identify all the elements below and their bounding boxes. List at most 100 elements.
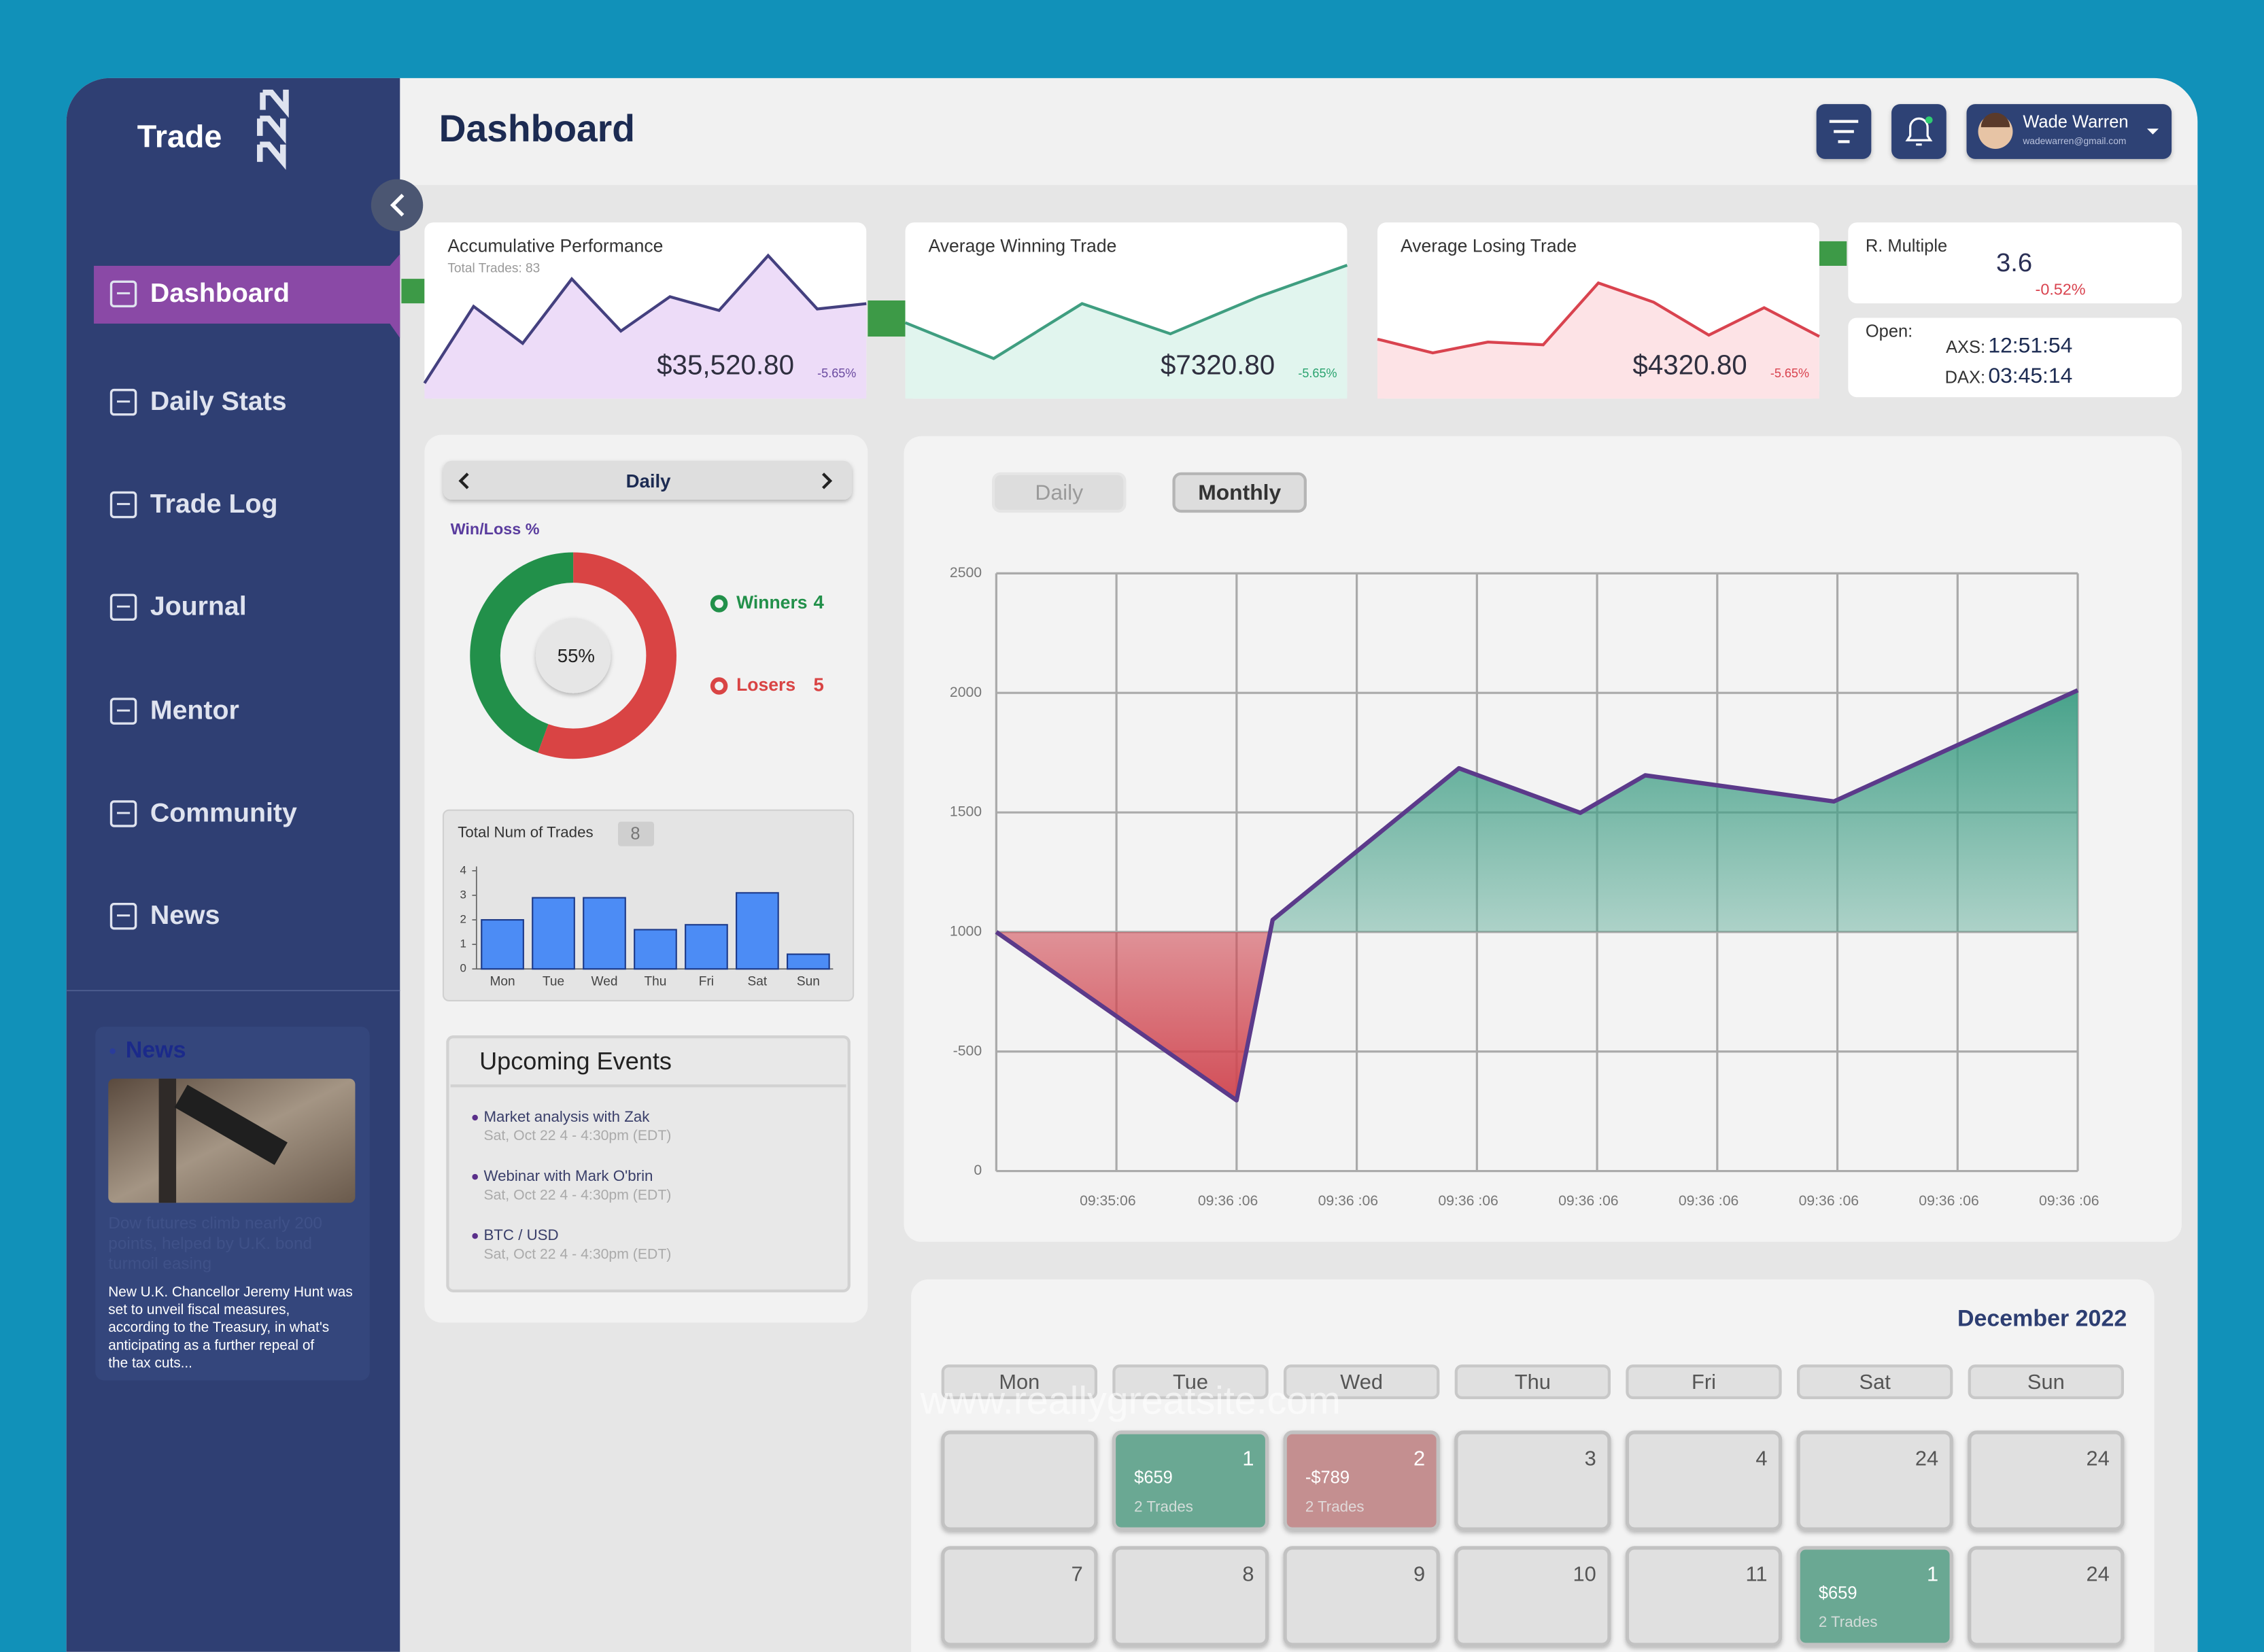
- y-tick-label: -500: [953, 1043, 982, 1059]
- calendar-day[interactable]: [1796, 1546, 1953, 1647]
- event-name: BTC / USD: [483, 1226, 558, 1243]
- nav-label: Dashboard: [150, 278, 290, 308]
- avatar-hair: [1980, 112, 2010, 128]
- nav-icon: [109, 698, 137, 725]
- calendar-day[interactable]: [1968, 1430, 2125, 1531]
- nav-item[interactable]: [94, 887, 400, 944]
- trend-area: [424, 255, 867, 399]
- y-tick-label: 0: [974, 1163, 982, 1178]
- event-name: Webinar with Mark O'brin: [483, 1167, 653, 1184]
- x-tick-label: 09:36 :06: [1318, 1193, 1379, 1209]
- calendar-day[interactable]: [1625, 1546, 1783, 1647]
- connector: [868, 300, 906, 337]
- day-number: 11: [1745, 1562, 1767, 1585]
- x-tick-label: Sat: [748, 974, 768, 988]
- news-image-pole: [158, 1078, 177, 1203]
- trend-line: [1377, 281, 1820, 355]
- day-pnl: $659: [1134, 1468, 1173, 1487]
- collapse-icon: [390, 194, 405, 217]
- nav-icon: [109, 388, 137, 416]
- y-tick-label: 2500: [950, 565, 982, 581]
- card-change: -5.65%: [1770, 366, 1809, 380]
- bell-button[interactable]: [1891, 104, 1946, 159]
- period-prev[interactable]: [458, 472, 469, 489]
- calendar-day[interactable]: [1454, 1430, 1611, 1531]
- calendar-day[interactable]: [1796, 1430, 1953, 1531]
- r-multiple-box: [1848, 222, 2182, 304]
- open-box: [1848, 317, 2182, 398]
- day-trades: 2 Trades: [1819, 1613, 1878, 1630]
- x-tick-label: 09:36 :06: [1198, 1193, 1258, 1209]
- y-tick-label: 1500: [950, 804, 982, 820]
- axs-time: 12:51:54: [1988, 332, 2072, 357]
- x-tick-label: 09:36 :06: [1679, 1193, 1739, 1209]
- event-name: Market analysis with Zak: [483, 1108, 650, 1125]
- legend-name: Losers: [736, 674, 795, 695]
- calendar-day[interactable]: [1112, 1546, 1269, 1647]
- calendar-day[interactable]: [1968, 1546, 2125, 1647]
- x-tick-label: 09:36 :06: [1558, 1193, 1619, 1209]
- day-trades: 2 Trades: [1305, 1498, 1365, 1515]
- win-loss-title: Win/Loss %: [451, 520, 540, 538]
- user-email: wadewarren@gmail.com: [2022, 136, 2126, 146]
- trend-line: [423, 253, 867, 384]
- x-tick-label: 09:36 :06: [1799, 1193, 1859, 1209]
- day-number: 24: [2087, 1446, 2110, 1470]
- card-change: -5.65%: [817, 366, 856, 380]
- watermark: www.reallygreatsite.com: [920, 1379, 1341, 1423]
- trend-area: [905, 265, 1348, 399]
- period-next[interactable]: [822, 472, 833, 489]
- card-value: $35,520.80: [657, 349, 794, 380]
- day-number: 4: [1755, 1446, 1767, 1470]
- news-body: New U.K. Chancellor Jeremy Hunt was set …: [108, 1284, 356, 1370]
- weekday-label: Fri: [1692, 1370, 1716, 1394]
- collapse-button[interactable]: [371, 179, 424, 232]
- nav-label: Mentor: [150, 695, 239, 725]
- bar: [532, 897, 575, 970]
- trend-line: [904, 264, 1348, 360]
- period-label: Daily: [626, 470, 672, 492]
- bar: [736, 892, 779, 970]
- calendar-day[interactable]: [941, 1546, 1098, 1647]
- trades-badge: [617, 821, 655, 846]
- bar: [787, 953, 830, 970]
- active-nav-bg: [94, 254, 400, 339]
- calendar-day[interactable]: [1283, 1430, 1440, 1531]
- calendar-day[interactable]: [1625, 1430, 1783, 1531]
- events-title: Upcoming Events: [479, 1047, 672, 1075]
- user-caret: [2146, 128, 2159, 135]
- user-menu[interactable]: [1966, 104, 2172, 159]
- gain-area: [1270, 690, 2078, 932]
- weekday-label: Wed: [1340, 1370, 1383, 1394]
- nav-icon: [109, 491, 137, 519]
- weekday-label: Tue: [1173, 1370, 1208, 1394]
- legend-count: 5: [813, 674, 823, 695]
- calendar-day[interactable]: [1112, 1430, 1269, 1531]
- day-number: 1: [1242, 1446, 1254, 1470]
- event-bullet: [472, 1114, 478, 1121]
- news-title: News: [126, 1037, 186, 1063]
- day-number: 2: [1413, 1446, 1425, 1470]
- chart-tab[interactable]: [1172, 472, 1307, 513]
- calendar-title: December 2022: [1957, 1305, 2127, 1331]
- card-value: $4320.80: [1632, 349, 1747, 380]
- nav-item[interactable]: [94, 578, 400, 636]
- period-selector[interactable]: [443, 460, 852, 500]
- day-number: 9: [1413, 1562, 1425, 1585]
- card-change: -5.65%: [1298, 366, 1337, 380]
- bell-icon: [1905, 117, 1933, 146]
- nav-label: Trade Log: [150, 489, 278, 519]
- weekday-label: Sat: [1859, 1370, 1891, 1394]
- chart-tab[interactable]: [991, 472, 1127, 513]
- y-tick-label: 1000: [950, 923, 982, 939]
- x-tick-label: Wed: [591, 974, 618, 988]
- y-tick-label: 0: [460, 962, 466, 975]
- calendar-day[interactable]: [941, 1430, 1098, 1531]
- nav-item[interactable]: [94, 682, 400, 740]
- calendar-day[interactable]: [1454, 1546, 1611, 1647]
- legend-count: 4: [813, 591, 824, 613]
- calendar-day[interactable]: [1283, 1546, 1440, 1647]
- x-tick-label: Thu: [644, 974, 666, 988]
